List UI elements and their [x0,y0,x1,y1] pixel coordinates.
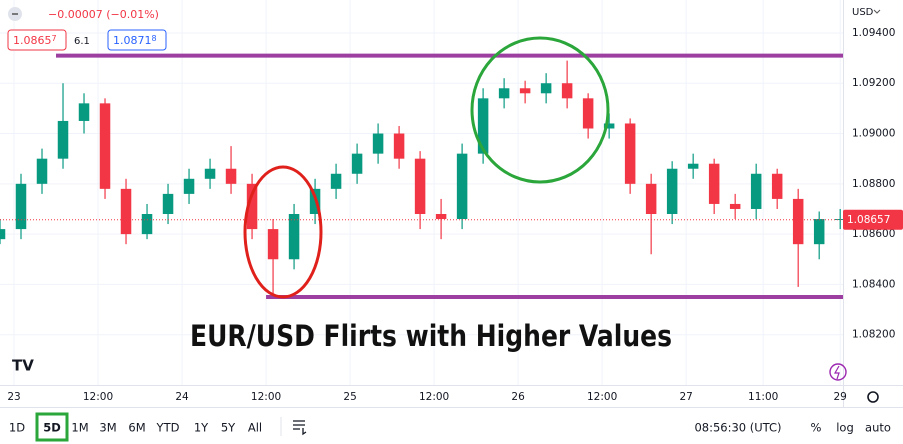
green-ellipse [470,36,610,184]
candle-body [813,219,825,245]
x-tick-label: 11:00 [748,391,778,403]
candle-body [645,183,657,215]
x-tick-label: 12:00 [251,391,281,403]
selected-range-box [35,412,69,442]
candle-body [267,229,279,260]
flash-icon[interactable] [829,363,847,381]
candle-body [372,133,384,154]
candle-body [771,173,783,199]
candle-body [225,168,237,184]
x-tick-label: 25 [343,391,356,403]
clock[interactable]: 08:56:30 (UTC) [694,421,781,435]
price-label: 1.08657 [847,214,890,226]
range-button[interactable]: 5D [43,421,61,435]
compare-icon[interactable] [293,420,307,436]
candle-body [78,103,90,121]
candle-body [288,214,300,260]
range-button[interactable]: All [248,421,262,435]
currency[interactable]: USD [852,7,874,18]
candle-body [519,88,531,94]
candle-body [498,88,510,99]
x-tick-label: 23 [7,391,20,403]
candle-body [0,229,6,240]
price-label-box [843,209,903,230]
candle-body [456,153,468,220]
x-tick-label: 12:00 [83,391,113,403]
y-tick-label: 1.08200 [852,329,895,341]
range-button[interactable]: 3M [99,421,116,435]
range-button[interactable]: 5Y [221,421,236,435]
ask-price: 1.08718 [113,34,157,48]
candle-body [414,158,426,215]
bid-main: 1.0865 [13,34,52,47]
x-tick-label: 12:00 [587,391,617,403]
ask-sup: 8 [152,34,157,43]
scale-option[interactable]: log [836,421,854,435]
y-tick-label: 1.09000 [852,128,895,140]
flash-bolt [833,365,840,380]
candle-body [708,163,720,204]
candle-body [141,214,153,235]
x-tick-label: 29 [834,391,847,403]
x-tick-label: 24 [175,391,189,403]
chart-title: EUR/USD Flirts with Higher Values [190,319,672,353]
y-tick-label: 1.08800 [852,178,895,190]
x-tick-label: 26 [511,391,525,403]
range-button[interactable]: YTD [156,421,180,435]
bid-price: 1.08657 [13,34,57,48]
candle-body [729,203,741,209]
range-button[interactable]: 6M [128,421,145,435]
range-button[interactable]: 1M [71,421,88,435]
candle-body [435,214,447,220]
y-tick-label: 1.08400 [852,278,895,290]
candle-body [540,83,552,94]
y-tick-label: 1.09200 [852,77,895,89]
toolbar: 1D 5D 1M 3M 6M YTD 1Y 5Y All 08:56:30 (UTC)% log au… [9,421,891,435]
change-text: −0.00007 (−0.01%) [48,8,159,21]
candle-body [330,173,342,189]
candle-body [792,198,804,245]
candle-body [603,123,615,129]
candle-body [582,98,594,129]
candle-body [309,188,321,215]
y-tick-label: 1.08600 [852,228,895,240]
currency-caret [873,9,881,14]
ask-button[interactable] [107,29,167,51]
tv-logo[interactable]: TV [12,357,34,375]
candle-body [57,120,69,159]
range-button[interactable]: 1Y [194,421,209,435]
x-tick-label: 12:00 [419,391,449,403]
candle-body [246,183,258,230]
bid-button[interactable] [7,29,67,51]
candle-body [666,168,678,215]
candle-body [750,173,762,209]
bid-sup: 7 [52,34,57,43]
red-ellipse [243,165,323,299]
candle-body [120,188,132,235]
scale-option[interactable]: % [811,421,822,435]
ask-main: 1.0871 [113,34,152,47]
candle-body [477,98,489,154]
x-tick-label: 27 [679,391,692,403]
candle-body [204,168,216,179]
candle-body [36,158,48,184]
candle-body [183,178,195,194]
candle-body [15,183,27,230]
candle-body [99,103,111,189]
candle-body [393,133,405,159]
scale-option[interactable]: auto [865,421,891,435]
plot-area [0,0,846,385]
settings-icon[interactable] [867,391,879,403]
spread: 6.1 [74,36,90,47]
candle-body [624,123,636,184]
y-tick-label: 1.09400 [852,27,895,39]
candle-body [351,153,363,174]
candle-body [561,83,573,99]
candle-body [162,193,174,215]
range-button[interactable]: 1D [9,421,25,435]
candle-body [687,163,699,169]
